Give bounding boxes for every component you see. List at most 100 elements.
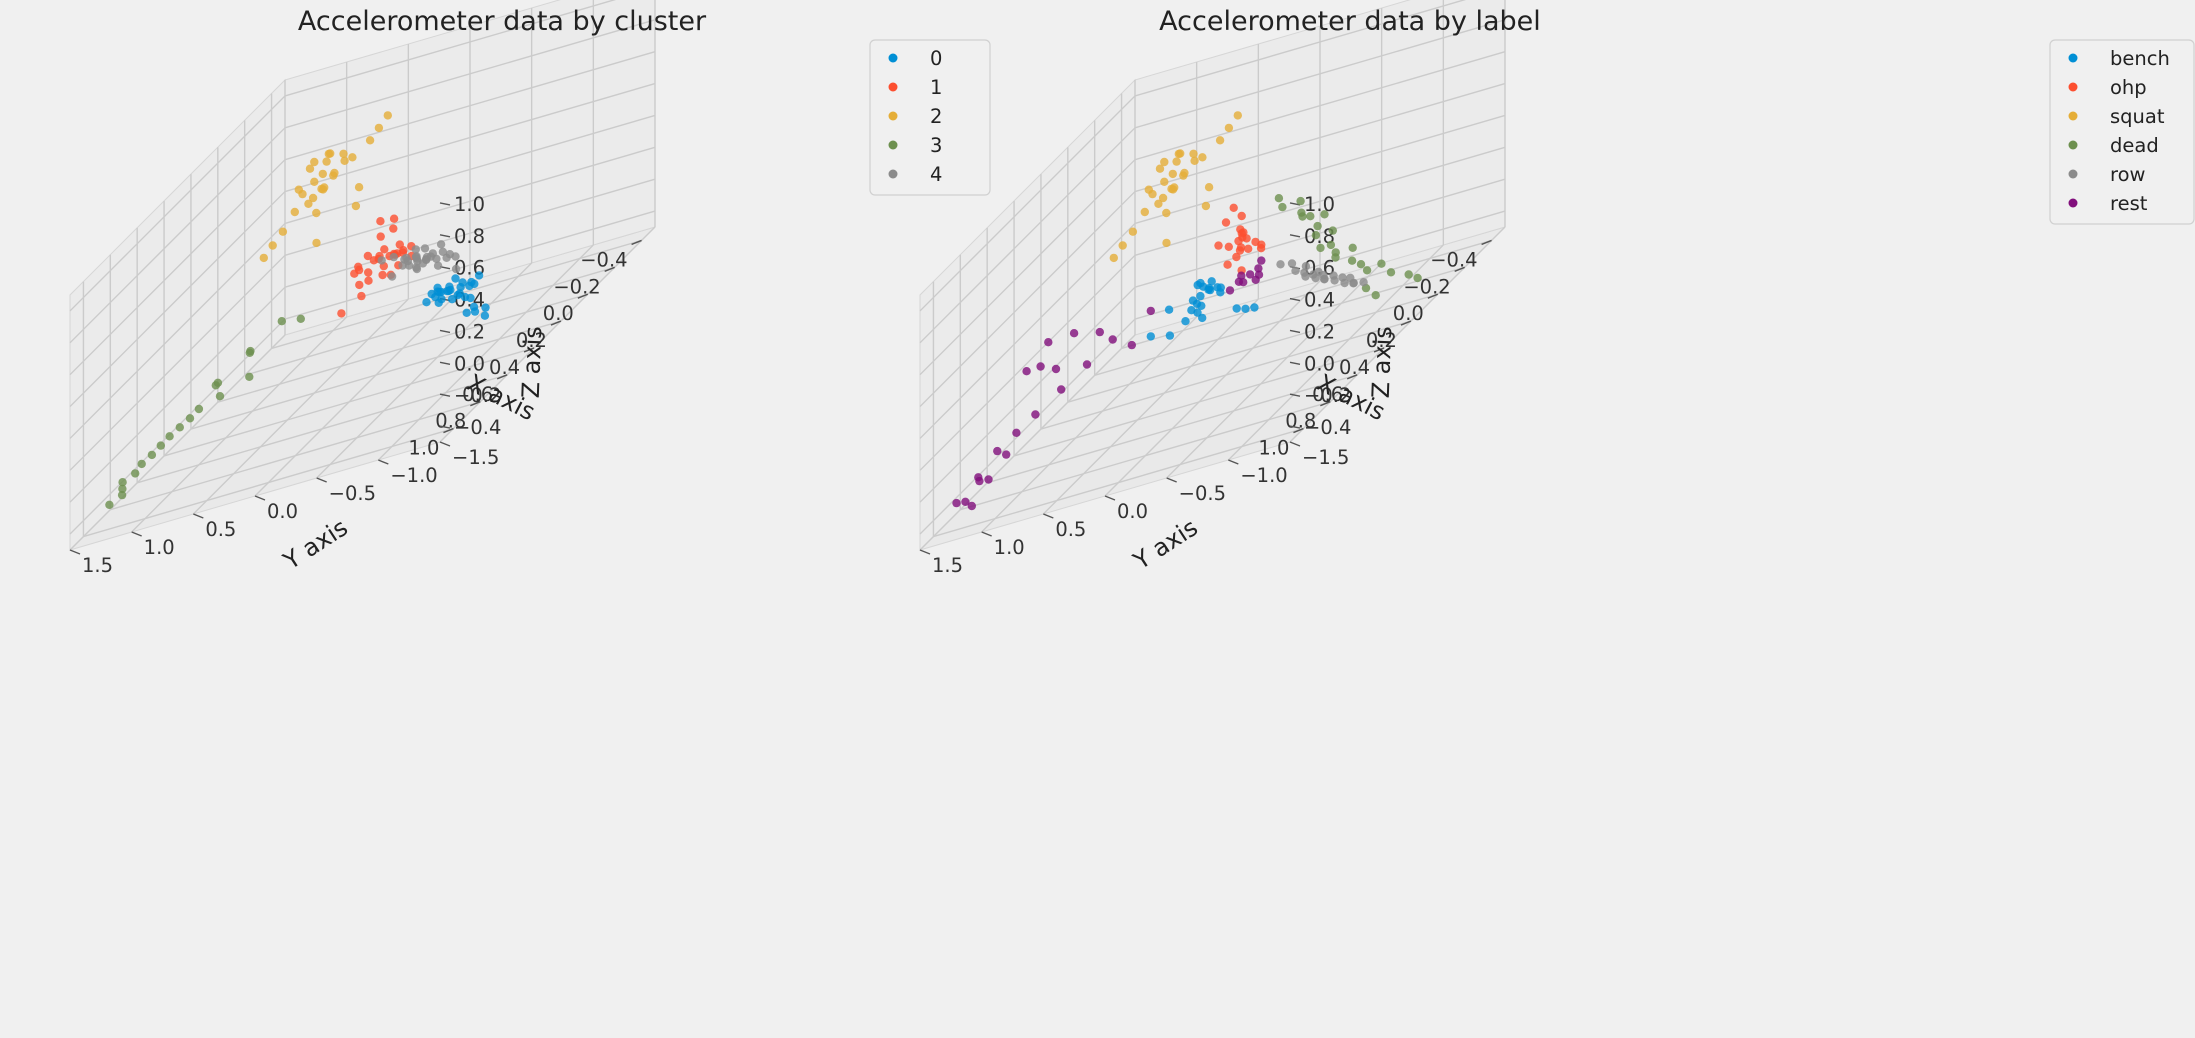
data-point — [1180, 168, 1189, 178]
z-tick-mark — [1289, 297, 1301, 302]
z-gridline — [284, 51, 656, 161]
y-tick-mark — [439, 441, 451, 447]
data-point — [389, 224, 398, 233]
data-point — [117, 490, 127, 500]
legend-label: 1 — [930, 76, 942, 99]
x-tick-label: 0.2 — [1366, 329, 1397, 352]
z-tick-mark — [1289, 361, 1301, 365]
series-2 — [259, 111, 392, 263]
x-tick-label: 0.4 — [1339, 356, 1370, 379]
y-tick-mark — [1166, 477, 1177, 483]
data-point — [376, 232, 385, 241]
data-point — [1189, 149, 1198, 158]
data-point — [185, 414, 195, 423]
legend-label: dead — [2110, 134, 2159, 157]
data-point — [1022, 367, 1031, 376]
y-tick-label: −1.0 — [1240, 464, 1287, 487]
z-tick-mark — [439, 329, 451, 334]
y-tick-mark — [1289, 441, 1301, 447]
z-gridline — [919, 127, 1136, 344]
y-tick-mark — [378, 459, 389, 465]
data-point — [310, 157, 319, 167]
data-point — [1250, 303, 1259, 312]
data-point — [339, 149, 348, 158]
data-point — [354, 183, 364, 192]
z-tick-mark — [439, 361, 451, 365]
legend-marker — [2068, 82, 2078, 92]
data-point — [467, 277, 476, 287]
y-gridline — [254, 280, 471, 497]
data-point — [1221, 218, 1231, 227]
x-tick-label: −0.2 — [553, 275, 600, 298]
data-point — [451, 274, 460, 283]
x-tick-mark — [1400, 320, 1412, 326]
data-point — [1164, 305, 1174, 314]
y-gridline — [1289, 226, 1506, 443]
legend-marker — [888, 169, 898, 179]
legend-marker — [888, 140, 898, 150]
y-tick-label: 0.5 — [1055, 518, 1086, 541]
data-point — [298, 189, 307, 199]
data-point — [118, 478, 127, 487]
data-point — [1362, 266, 1372, 275]
data-point — [1301, 272, 1310, 281]
data-point — [1165, 331, 1175, 340]
data-point — [1057, 385, 1066, 394]
y-tick-mark — [1104, 495, 1116, 501]
legend-label: 3 — [930, 134, 942, 157]
series-row — [1276, 259, 1368, 288]
y-tick-mark — [193, 513, 204, 519]
data-point — [1287, 259, 1297, 268]
z-tick-mark — [439, 393, 451, 397]
data-point — [1198, 313, 1207, 323]
data-point — [431, 292, 440, 302]
x-tick-mark — [1346, 374, 1358, 380]
y-tick-label: 1.5 — [932, 554, 963, 577]
data-point — [1298, 212, 1307, 221]
series-rest — [952, 256, 1266, 511]
chart-title: Accelerometer data by cluster — [298, 6, 707, 37]
data-point — [1311, 231, 1321, 240]
y-gridline — [192, 298, 409, 515]
z-gridline — [69, 159, 286, 376]
data-point — [310, 177, 319, 186]
data-point — [1386, 268, 1396, 277]
y-tick-label: −1.5 — [1302, 446, 1349, 469]
data-point — [1214, 241, 1223, 250]
y-gridline — [1104, 280, 1321, 497]
data-point — [377, 256, 386, 265]
data-point — [365, 136, 375, 145]
data-point — [194, 404, 204, 414]
data-point — [277, 317, 286, 326]
y-tick-label: 0.5 — [205, 518, 236, 541]
y-tick-mark — [131, 531, 142, 537]
series-0 — [422, 271, 490, 320]
data-point — [1232, 304, 1241, 313]
data-point — [1108, 335, 1117, 344]
z-axis-label: Z axis — [1367, 326, 1398, 399]
y-tick-label: 1.0 — [994, 536, 1025, 559]
y-gridline — [69, 334, 286, 551]
tick-labels: −0.4−0.20.00.20.40.60.81.0 −1.5−1.0−0.50.… — [919, 193, 1492, 577]
y-tick-label: −1.0 — [390, 464, 437, 487]
z-tick-label: 0.2 — [454, 320, 485, 343]
data-point — [376, 217, 385, 226]
data-point — [245, 372, 254, 381]
data-point — [1168, 169, 1178, 179]
z-gridline — [284, 210, 656, 320]
legend-marker — [2068, 53, 2078, 63]
data-point — [474, 271, 484, 280]
x-tick-mark — [631, 239, 642, 246]
x-tick-label: 0.0 — [1393, 302, 1424, 325]
grid — [69, 0, 656, 551]
z-tick-mark — [1289, 425, 1301, 429]
legend-marker — [888, 111, 898, 121]
data-point — [1082, 360, 1092, 369]
data-point — [458, 278, 467, 287]
x-tick-label: 0.2 — [516, 329, 547, 352]
chart-panel-1: −0.4−0.20.00.20.40.60.81.0 −1.5−1.0−0.50.… — [919, 0, 2195, 577]
data-point — [1232, 252, 1241, 262]
x-tick-label: 0.4 — [489, 356, 520, 379]
data-point — [975, 476, 984, 486]
